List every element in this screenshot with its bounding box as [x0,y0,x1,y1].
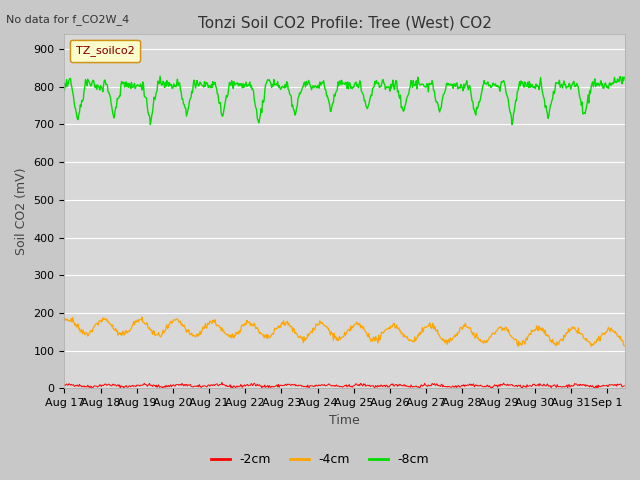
X-axis label: Time: Time [330,414,360,427]
Legend: -2cm, -4cm, -8cm: -2cm, -4cm, -8cm [206,448,434,471]
Title: Tonzi Soil CO2 Profile: Tree (West) CO2: Tonzi Soil CO2 Profile: Tree (West) CO2 [198,15,492,30]
Text: No data for f_CO2W_4: No data for f_CO2W_4 [6,14,130,25]
Legend: TZ_soilco2: TZ_soilco2 [70,39,140,61]
Y-axis label: Soil CO2 (mV): Soil CO2 (mV) [15,168,28,255]
